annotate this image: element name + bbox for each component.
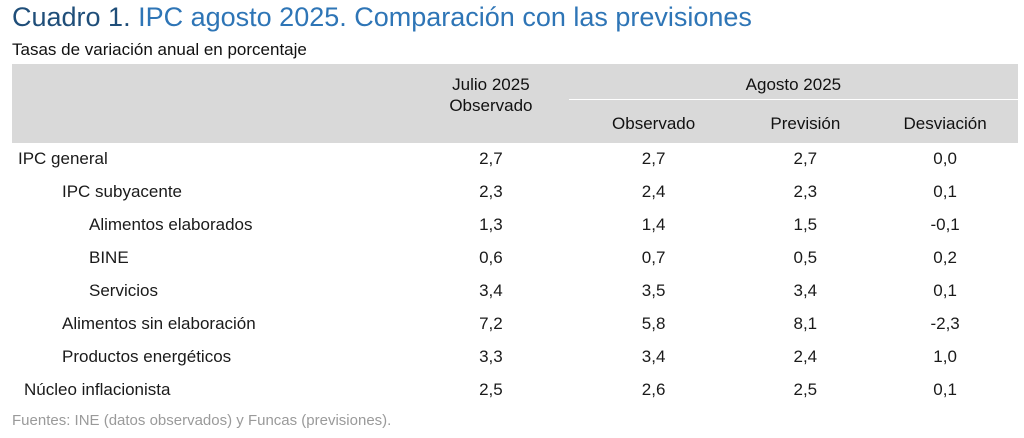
cell-julio-observado: 2,3 (479, 182, 503, 202)
table-row: Núcleo inflacionista 2,5 2,6 2,5 0,1 (12, 373, 1018, 406)
table-row: BINE 0,6 0,7 0,5 0,2 (12, 242, 1018, 275)
table-title: Cuadro 1. IPC agosto 2025. Comparación c… (12, 2, 752, 33)
table-row: IPC general 2,7 2,7 2,7 0,0 (12, 143, 1018, 176)
cell-desviacion: 1,0 (933, 346, 957, 366)
table-subtitle: Tasas de variación anual en porcentaje (12, 40, 307, 59)
header-desviacion: Desviación (872, 99, 1018, 143)
cell-agosto-observado: 2,6 (641, 379, 666, 399)
cell-prevision: 3,4 (793, 281, 818, 300)
table-row: Alimentos sin elaboración 7,2 5,8 8,1 -2… (12, 307, 1018, 340)
table-header: Julio 2025 Observado Agosto 2025 Observa… (12, 64, 1018, 143)
cell-julio-observado: 7,2 (479, 313, 503, 333)
cell-agosto-observado: 2,7 (641, 149, 666, 169)
cell-desviacion: -0,1 (930, 215, 960, 235)
table-number: Cuadro 1. (12, 2, 131, 32)
cell-julio-observado: 2,5 (479, 379, 503, 399)
table-row: Productos energéticos 3,3 3,4 2,4 1,0 (12, 340, 1018, 373)
row-label: Productos energéticos (62, 346, 232, 366)
row-label: Núcleo inflacionista (24, 379, 171, 399)
cell-agosto-observado: 2,4 (641, 182, 666, 202)
cell-desviacion: 0,1 (933, 281, 957, 300)
cell-agosto-observado: 3,4 (641, 346, 666, 366)
cell-prevision: 2,5 (793, 379, 818, 399)
cell-julio-observado: 3,3 (479, 346, 503, 366)
cell-agosto-observado: 0,7 (641, 248, 666, 268)
header-julio-observado: Observado (449, 96, 533, 115)
table-row: Alimentos elaborados 1,3 1,4 1,5 -0,1 (12, 209, 1018, 242)
cell-prevision: 2,7 (793, 149, 818, 169)
cell-julio-observado: 0,6 (479, 248, 503, 268)
header-julio-2025: Julio 2025 Observado (413, 64, 569, 143)
table-title-text: IPC agosto 2025. Comparación con las pre… (138, 2, 752, 32)
table-row: IPC subyacente 2,3 2,4 2,3 0,1 (12, 176, 1018, 209)
header-agosto-observado: Observado (568, 99, 739, 143)
row-label: Servicios (89, 281, 158, 300)
row-label: IPC subyacente (62, 182, 183, 202)
cell-julio-observado: 2,7 (479, 149, 503, 169)
table-row: Servicios 3,4 3,5 3,4 0,1 (12, 275, 1018, 308)
cell-agosto-observado: 3,5 (641, 281, 666, 300)
table-body: IPC general 2,7 2,7 2,7 0,0 IPC subyacen… (12, 143, 1018, 406)
row-label: BINE (89, 248, 129, 268)
header-agosto-2025: Agosto 2025 (568, 64, 1018, 100)
cell-prevision: 2,4 (793, 346, 818, 366)
ipc-comparison-table: Julio 2025 Observado Agosto 2025 Observa… (12, 64, 1018, 406)
cell-prevision: 0,5 (793, 248, 818, 268)
cell-julio-observado: 1,3 (479, 215, 503, 235)
cell-prevision: 1,5 (793, 215, 818, 235)
cell-agosto-observado: 5,8 (641, 313, 666, 333)
cell-prevision: 8,1 (793, 313, 818, 333)
cell-julio-observado: 3,4 (479, 281, 503, 300)
cell-desviacion: -2,3 (930, 313, 960, 333)
source-note: Fuentes: INE (datos observados) y Funcas… (12, 412, 392, 429)
row-label: IPC general (18, 149, 108, 169)
cell-desviacion: 0,1 (933, 182, 957, 202)
cell-prevision: 2,3 (793, 182, 818, 202)
cell-agosto-observado: 1,4 (641, 215, 666, 235)
row-label: Alimentos sin elaboración (62, 313, 256, 333)
header-empty-cell (12, 64, 414, 143)
cell-desviacion: 0,1 (933, 379, 957, 399)
row-label: Alimentos elaborados (89, 215, 253, 235)
header-prevision: Previsión (738, 99, 873, 143)
cell-desviacion: 0,0 (933, 149, 957, 169)
header-julio-label: Julio 2025 (452, 75, 530, 94)
cell-desviacion: 0,2 (933, 248, 957, 268)
